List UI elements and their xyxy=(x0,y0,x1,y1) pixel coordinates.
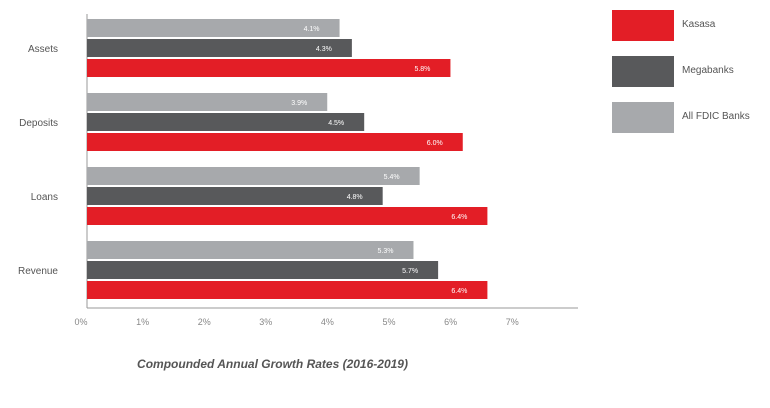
legend-label-kasasa: Kasasa xyxy=(682,19,716,30)
x-tick-label: 7% xyxy=(506,317,519,327)
bar-kasasa-assets xyxy=(87,59,451,77)
data-label-megabanks-assets: 4.3% xyxy=(316,46,332,53)
legend-label-all-fdic: All FDIC Banks xyxy=(682,111,750,122)
data-label-kasasa-assets: 5.8% xyxy=(414,66,430,73)
data-label-megabanks-loans: 4.8% xyxy=(347,194,363,201)
x-tick-label: 6% xyxy=(444,317,457,327)
x-tick-label: 4% xyxy=(321,317,334,327)
data-label-all-fdic-revenue: 5.3% xyxy=(377,248,393,255)
legend-item-megabanks: Megabanks xyxy=(612,56,762,102)
category-label-loans: Loans xyxy=(31,192,58,203)
bar-kasasa-deposits xyxy=(87,133,463,151)
x-tick-label: 2% xyxy=(198,317,211,327)
bar-megabanks-loans xyxy=(87,187,383,205)
legend-item-kasasa: Kasasa xyxy=(612,10,762,56)
data-label-all-fdic-loans: 5.4% xyxy=(384,174,400,181)
category-label-deposits: Deposits xyxy=(19,118,58,129)
x-tick-label: 3% xyxy=(259,317,272,327)
legend-item-all-fdic: All FDIC Banks xyxy=(612,102,762,148)
category-label-revenue: Revenue xyxy=(18,266,58,277)
chart-caption: Compounded Annual Growth Rates (2016-201… xyxy=(137,357,408,371)
x-tick-label: 5% xyxy=(382,317,395,327)
bar-kasasa-revenue xyxy=(87,281,488,299)
bar-megabanks-revenue xyxy=(87,261,439,279)
bar-all-fdic-assets xyxy=(87,19,340,37)
bar-chart: 0% 1% 2% 3% 4% 5% 6% 7% Assets 4.1% 4.3% 5.8% Deposi… xyxy=(18,14,578,327)
data-label-all-fdic-deposits: 3.9% xyxy=(291,100,307,107)
category-label-assets: Assets xyxy=(28,44,58,55)
bar-all-fdic-revenue xyxy=(87,241,414,259)
bar-all-fdic-deposits xyxy=(87,93,328,111)
data-label-kasasa-revenue: 6.4% xyxy=(451,288,467,295)
legend: Kasasa Megabanks All FDIC Banks xyxy=(612,10,762,148)
legend-swatch-megabanks xyxy=(612,56,674,87)
bar-kasasa-loans xyxy=(87,207,488,225)
x-tick-label: 1% xyxy=(136,317,149,327)
data-label-all-fdic-assets: 4.1% xyxy=(304,26,320,33)
data-label-megabanks-deposits: 4.5% xyxy=(328,120,344,127)
data-label-kasasa-loans: 6.4% xyxy=(451,214,467,221)
data-label-kasasa-deposits: 6.0% xyxy=(427,140,443,147)
x-tick-label: 0% xyxy=(74,317,87,327)
data-label-megabanks-revenue: 5.7% xyxy=(402,268,418,275)
legend-swatch-kasasa xyxy=(612,10,674,41)
bar-megabanks-deposits xyxy=(87,113,365,131)
legend-label-megabanks: Megabanks xyxy=(682,65,734,76)
bar-megabanks-assets xyxy=(87,39,352,57)
legend-swatch-all-fdic xyxy=(612,102,674,133)
bar-all-fdic-loans xyxy=(87,167,420,185)
